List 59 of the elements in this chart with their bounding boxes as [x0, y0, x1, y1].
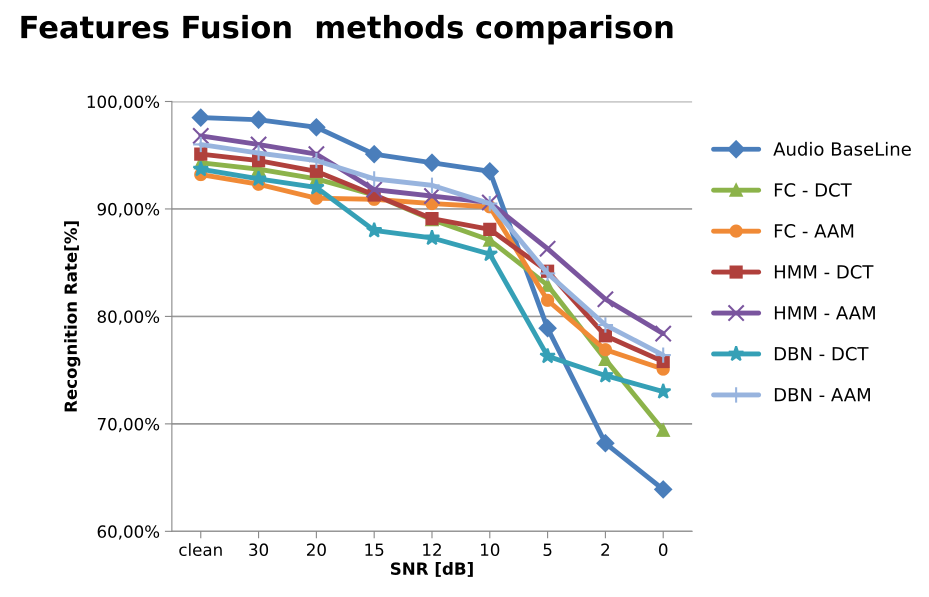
point [480, 162, 499, 180]
legend-label: FC - AAM [774, 224, 854, 238]
point [307, 118, 326, 136]
point [310, 164, 323, 178]
point [598, 329, 612, 342]
point [192, 136, 210, 154]
point [423, 154, 441, 172]
legend-label: DBN - AAM [774, 388, 870, 402]
point [596, 434, 614, 452]
legend-label: Audio BaseLine [773, 142, 911, 156]
point [654, 480, 672, 498]
point [539, 347, 556, 364]
x-tick-label: 10 [481, 543, 500, 556]
y-tick-label: 70,00% [98, 418, 160, 432]
point [194, 148, 208, 161]
x-tick-label: 20 [306, 543, 326, 556]
x-tick-label: 5 [544, 544, 552, 556]
point [596, 316, 614, 334]
point [654, 324, 672, 342]
point [423, 187, 441, 205]
point [250, 110, 268, 129]
point [540, 294, 554, 307]
point [596, 290, 614, 308]
point [308, 178, 325, 195]
point [310, 192, 323, 205]
y-tick-label: 100,00% [88, 95, 160, 110]
chart-title: Features Fusion methods comparison [21, 14, 672, 44]
point [308, 145, 326, 163]
x-tick-label: 15 [365, 544, 384, 556]
point [366, 222, 382, 238]
point [483, 222, 496, 236]
point [365, 145, 384, 164]
y-tick-label: 80,00% [98, 310, 160, 325]
x-tick-label: 30 [249, 543, 268, 556]
point [656, 424, 670, 437]
legend-label: HMM - AAM [774, 306, 875, 320]
point [192, 127, 210, 145]
x-tick-label: 2 [601, 543, 610, 556]
point [192, 160, 210, 176]
legend-label: DBN - DCT [774, 346, 869, 361]
point [598, 343, 612, 356]
x-tick-label: 12 [423, 543, 441, 556]
y-tick-label: 90,00% [98, 202, 160, 218]
point [250, 136, 268, 154]
y-tick-label: 60,00% [98, 525, 160, 540]
x-axis-title: SNR [dB] [390, 562, 473, 577]
point [540, 278, 554, 292]
point [538, 319, 556, 338]
point [538, 264, 556, 282]
legend-label: FC - DCT [774, 183, 852, 197]
legend-label: HMM - DCT [774, 265, 874, 279]
point [654, 346, 672, 364]
x-tick-label: clean [179, 543, 222, 556]
point [538, 240, 556, 258]
y-axis-title: Recognition Rate[%] [64, 221, 80, 412]
point [365, 180, 383, 198]
point [424, 229, 440, 246]
x-tick-label: 0 [659, 543, 668, 556]
point [192, 108, 210, 127]
